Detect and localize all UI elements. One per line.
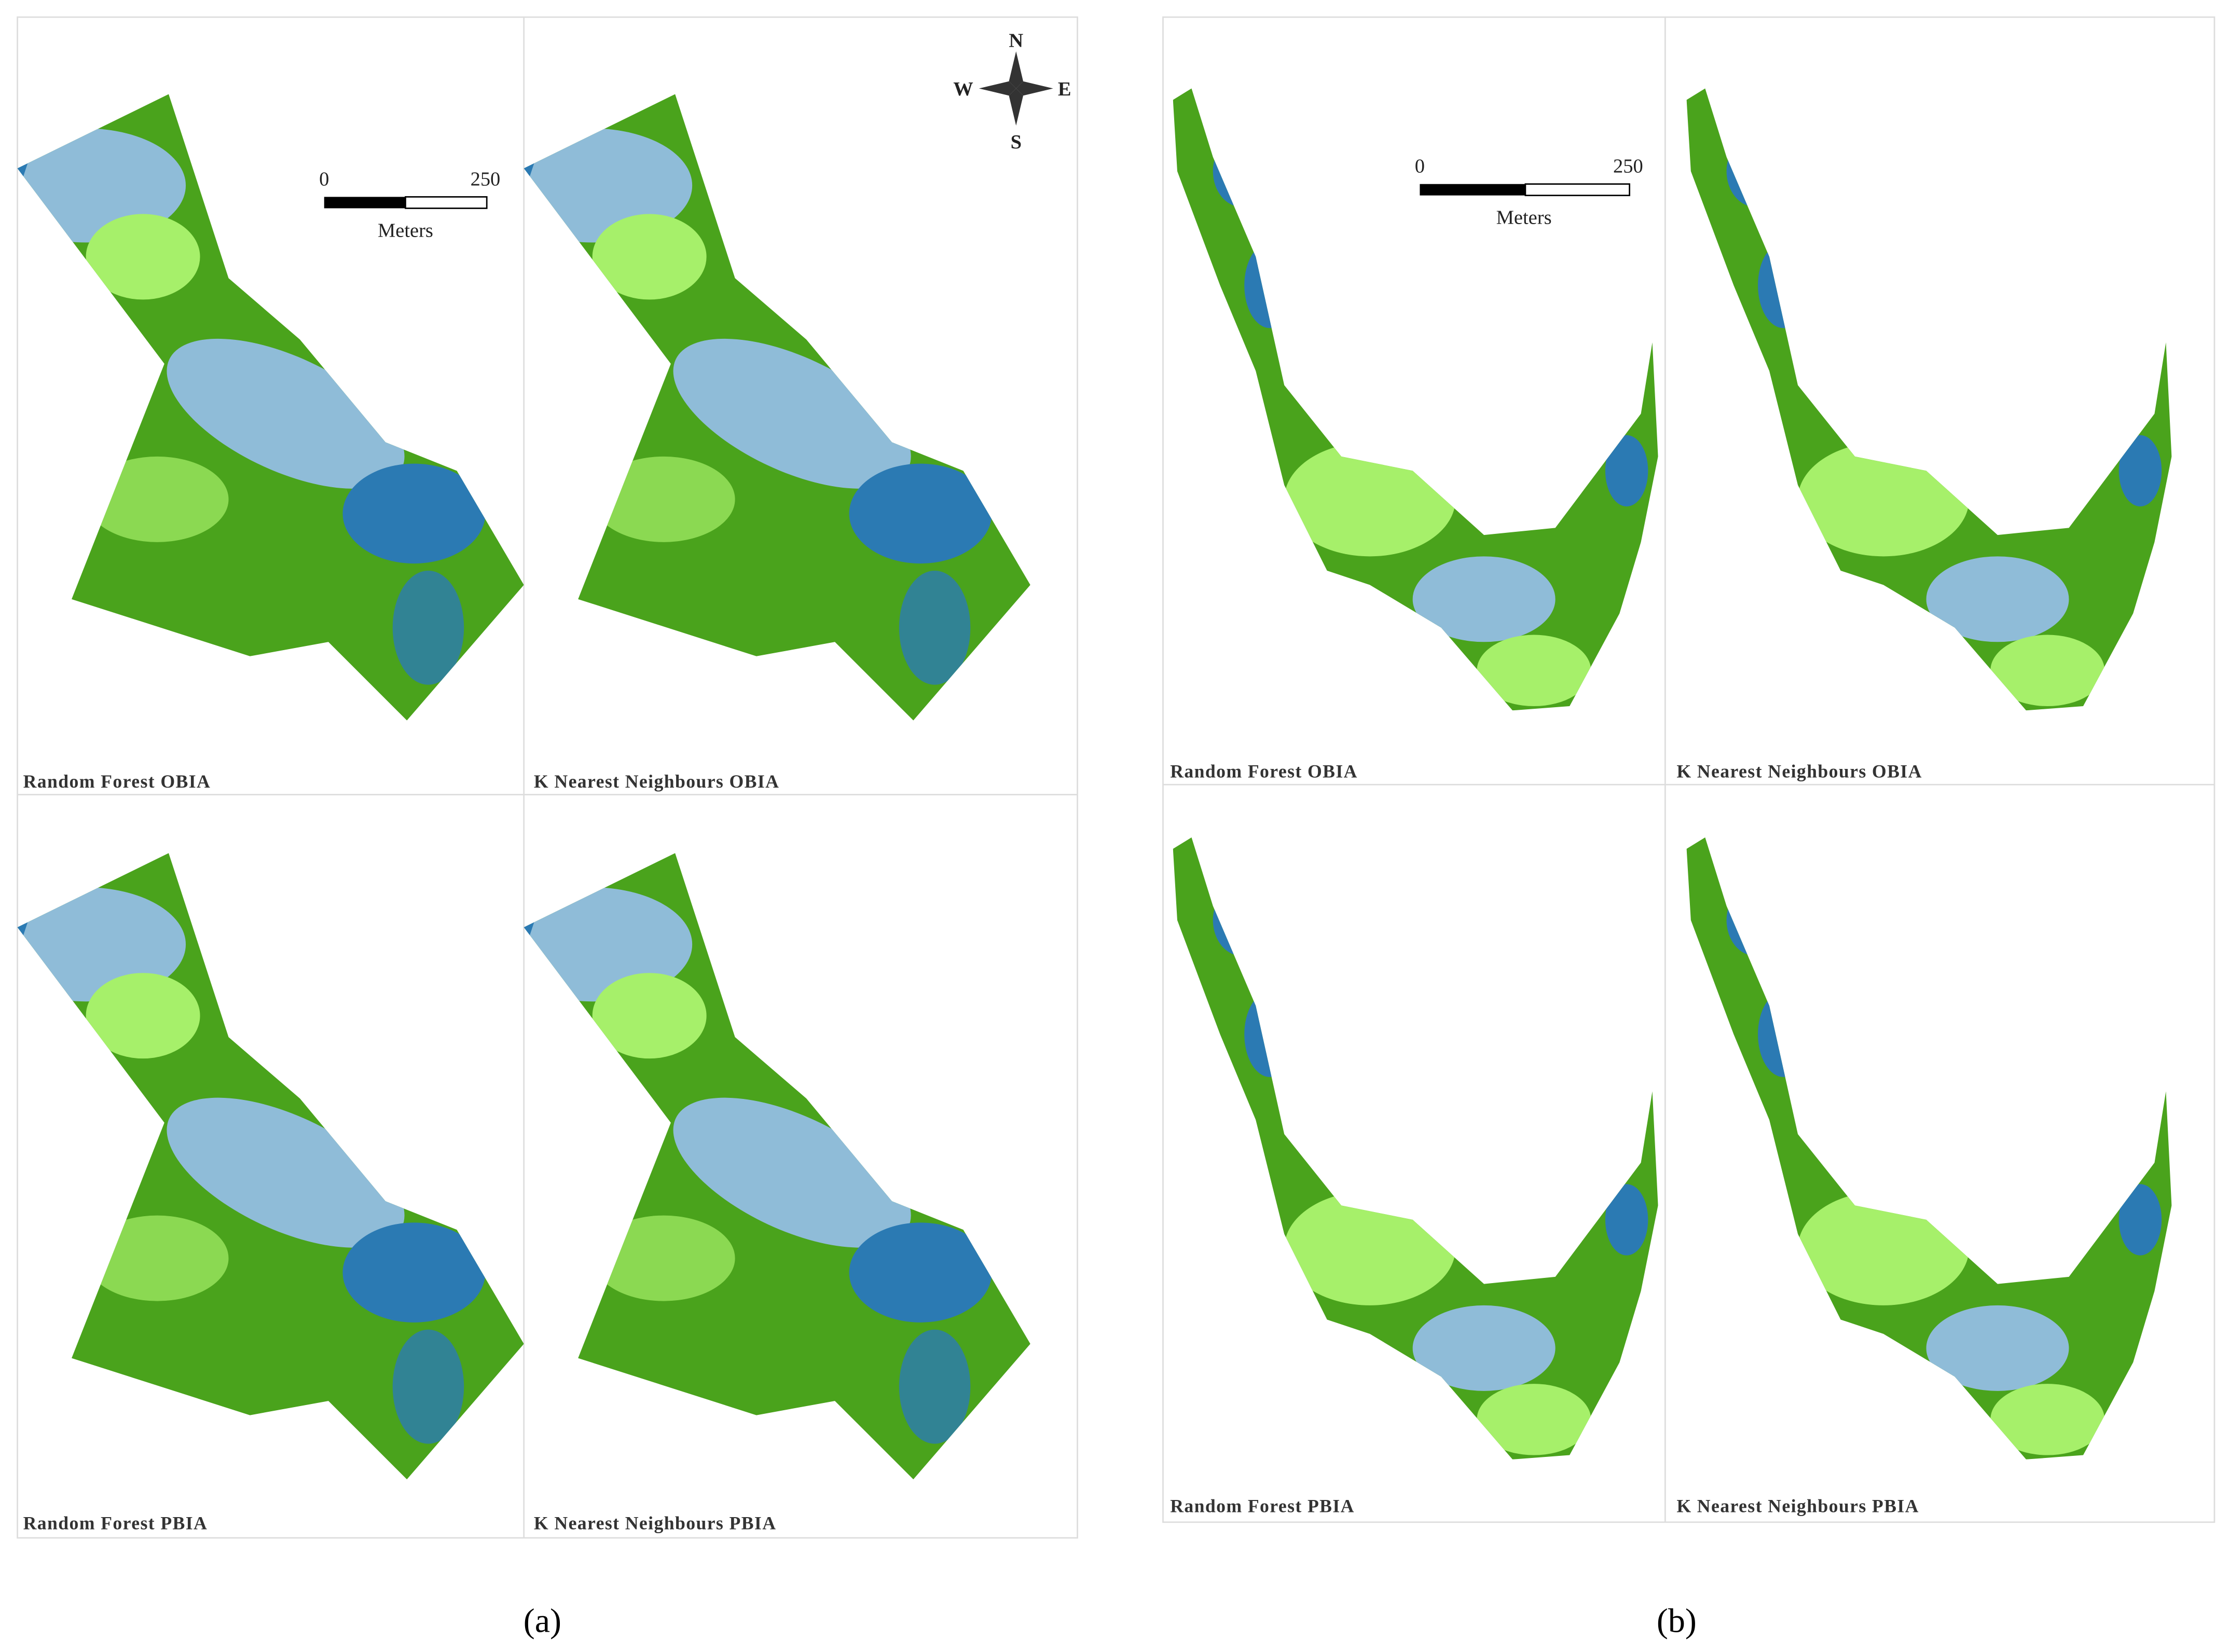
map <box>1676 78 2190 720</box>
scale-end: 250 <box>471 168 501 190</box>
map-label: Random Forest OBIA <box>1170 761 1358 782</box>
scale-bar <box>324 197 406 209</box>
map-label: Random Forest OBIA <box>23 771 211 792</box>
map-label: Random Forest PBIA <box>23 1513 208 1534</box>
compass: N S E W <box>953 30 1071 153</box>
map <box>0 86 528 727</box>
compass-s: S <box>1011 131 1022 153</box>
map <box>492 845 1035 1486</box>
compass-e: E <box>1058 78 1071 100</box>
map <box>0 845 528 1486</box>
scale-unit: Meters <box>378 219 433 241</box>
caption: (a) <box>524 1602 561 1640</box>
map <box>1676 828 2190 1469</box>
map-label: K Nearest Neighbours PBIA <box>534 1513 776 1534</box>
map-label: K Nearest Neighbours OBIA <box>534 771 779 792</box>
caption: (b) <box>1657 1602 1697 1640</box>
map <box>1163 828 1676 1469</box>
compass-n: N <box>1009 30 1023 52</box>
scale-start: 0 <box>319 168 329 190</box>
scale-end: 250 <box>1613 156 1643 177</box>
scale-bar <box>405 196 488 209</box>
map-label: K Nearest Neighbours OBIA <box>1676 761 1922 782</box>
map-label: K Nearest Neighbours PBIA <box>1676 1496 1919 1517</box>
scale-unit: Meters <box>1496 207 1552 229</box>
map <box>492 86 1035 727</box>
compass-w: W <box>953 78 973 100</box>
scale-bar <box>1524 183 1630 197</box>
map-label: Random Forest PBIA <box>1170 1496 1355 1517</box>
scale-start: 0 <box>1415 156 1425 177</box>
scale-bar <box>1420 184 1525 196</box>
panel-frame <box>1162 16 2216 1523</box>
panel-frame <box>17 16 1078 1539</box>
